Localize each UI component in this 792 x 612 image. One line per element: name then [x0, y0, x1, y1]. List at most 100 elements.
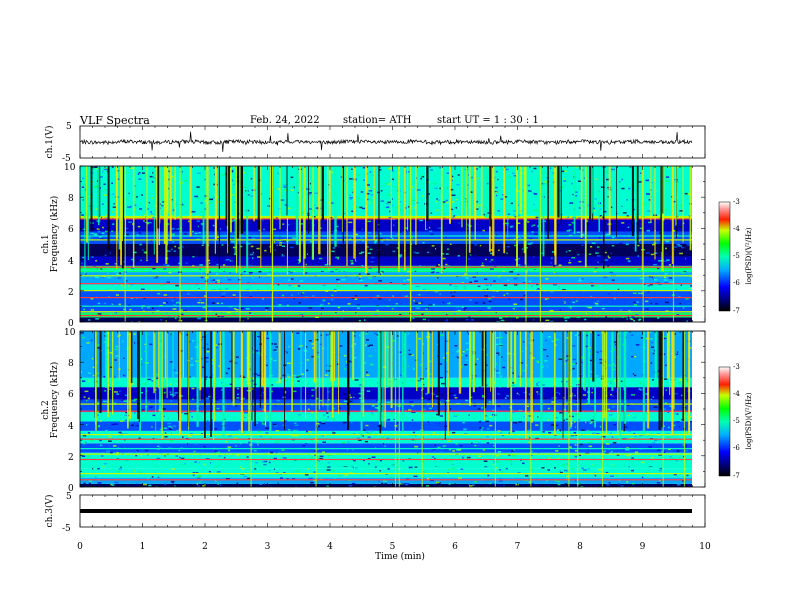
spectrogram-cell: [281, 254, 283, 256]
spectrogram-cell: [117, 447, 120, 449]
spectrogram-cell: [257, 337, 259, 339]
spectrogram-cell: [194, 461, 197, 463]
spectrogram-cell: [321, 435, 325, 437]
spectrogram-cell: [579, 376, 581, 379]
spectrogram-cell: [528, 393, 530, 396]
spectrogram-cell: [321, 307, 324, 310]
spectrogram-cell: [265, 352, 268, 354]
spectrogram-cell: [438, 210, 440, 213]
spectrogram-cell: [348, 485, 353, 487]
spectrogram-cell: [593, 285, 598, 287]
spectrogram-cell: [652, 441, 656, 444]
spectrogram-cell: [147, 477, 149, 479]
spectrogram-cell: [484, 465, 488, 468]
spectrogram-cell: [120, 430, 122, 432]
spectrogram-cell: [103, 183, 106, 185]
spectrogram-cell: [138, 321, 141, 322]
spectrogram-cell: [262, 461, 266, 463]
spectrogram-cell: [647, 285, 651, 287]
spectrogram-cell: [619, 309, 623, 311]
spectrogram-cell: [242, 340, 245, 342]
spectrogram-cell: [88, 380, 90, 382]
spectrogram-cell: [360, 191, 364, 193]
spectrogram-cell: [593, 210, 596, 212]
spectrogram-cell: [262, 392, 264, 394]
sferic-streak: [278, 331, 281, 384]
spectrogram-cell: [153, 277, 158, 279]
spectrogram-cell: [396, 404, 398, 407]
spectrogram-cell: [436, 389, 439, 391]
spectrogram-cell: [406, 279, 411, 281]
spectrogram-cell: [497, 485, 502, 487]
spectrogram-cell: [643, 203, 645, 205]
spectrogram-cell: [293, 186, 295, 189]
spectrogram-cell: [114, 263, 117, 265]
spectrogram-cell: [308, 206, 310, 208]
spectrogram-cell: [84, 315, 89, 318]
sferic-streak: [99, 331, 102, 413]
spectrogram-cell: [557, 223, 560, 226]
spectrogram-cell: [124, 227, 129, 230]
spectrogram-cell: [428, 304, 433, 307]
spectrogram-cell: [546, 480, 549, 482]
spectrogram-cell: [578, 260, 582, 263]
spectrogram-cell: [596, 255, 601, 257]
spectrogram-cell: [271, 390, 273, 393]
spectrogram-cell: [639, 389, 643, 391]
spectrogram-cell: [435, 277, 437, 279]
spectrogram-cell: [96, 228, 99, 230]
spectrogram-cell: [96, 168, 99, 170]
narrowband-line: [80, 275, 692, 277]
spectrogram-cell: [293, 270, 296, 272]
spectrogram-cell: [508, 365, 510, 368]
sferic-streak: [257, 166, 260, 230]
spectrogram-cell: [625, 449, 630, 451]
spectrogram-cell: [429, 230, 433, 232]
spectrogram-cell: [187, 293, 190, 295]
spectrogram-cell: [467, 228, 470, 230]
spectrogram-cell: [412, 236, 414, 239]
spectrogram-cell: [682, 480, 684, 482]
spectrogram-cell: [342, 442, 345, 444]
spectrogram-cell: [599, 208, 602, 210]
spectrogram-cell: [605, 471, 609, 474]
spectrogram-cell: [579, 278, 582, 280]
spectrogram-cell: [203, 463, 206, 466]
spectrogram-cell: [421, 313, 424, 316]
spectrogram-cell: [192, 398, 194, 401]
spectrogram-cell: [384, 483, 388, 485]
spectrogram-cell: [361, 240, 365, 242]
spectrogram-cell: [485, 284, 489, 287]
sferic-streak: [327, 331, 329, 413]
spectrogram-cell: [119, 390, 122, 392]
spectrogram-cell: [357, 197, 360, 200]
spectrogram-cell: [514, 284, 518, 286]
spectrogram-cell: [352, 466, 354, 469]
sferic-streak: [166, 331, 168, 399]
spectrogram-cell: [626, 215, 629, 217]
ch1-waveform-line: [79, 131, 693, 152]
spectrogram-cell: [139, 208, 142, 210]
cb2-tick-m6: -6: [733, 444, 740, 452]
spectrogram-cell: [262, 219, 264, 222]
ch2-channel-label: ch.2: [41, 400, 51, 419]
sferic-streak: [105, 331, 108, 388]
spectrogram-cell: [399, 255, 402, 258]
spectrogram-cell: [511, 455, 516, 457]
spectrogram-cell: [351, 210, 354, 213]
spectrogram-cell: [309, 398, 312, 401]
spectrogram-cell: [555, 450, 559, 452]
spectrogram-cell: [307, 468, 310, 470]
spectrogram-cell: [603, 276, 607, 278]
spectrogram-cell: [313, 471, 316, 473]
sferic-streak: [295, 166, 299, 245]
spectrogram-cell: [484, 295, 489, 297]
spectrogram-cell: [273, 343, 277, 345]
spectrogram-cell: [420, 177, 422, 180]
spectrogram-cell: [308, 208, 313, 210]
spectrogram-cell: [415, 307, 420, 310]
spectrogram-cell: [223, 456, 226, 459]
spectrogram-band: [80, 215, 692, 220]
spectrogram-cell: [97, 246, 102, 249]
spectrogram-cell: [367, 345, 370, 347]
